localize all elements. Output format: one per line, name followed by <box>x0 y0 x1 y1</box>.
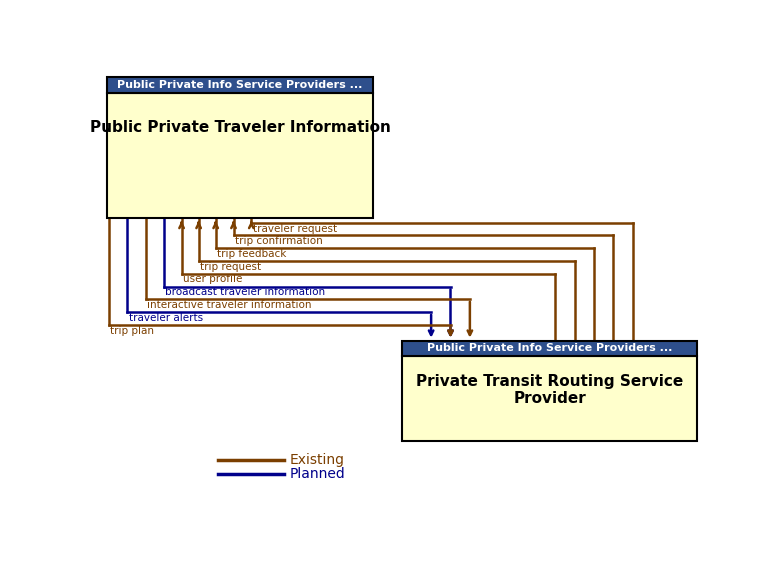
Text: Private Transit Routing Service
Provider: Private Transit Routing Service Provider <box>416 374 684 406</box>
Text: Public Private Info Service Providers ...: Public Private Info Service Providers ..… <box>427 343 673 353</box>
Text: Planned: Planned <box>290 467 346 481</box>
Text: trip feedback: trip feedback <box>217 249 287 259</box>
Text: Existing: Existing <box>290 453 345 467</box>
Text: trip plan: trip plan <box>110 326 154 336</box>
Text: Public Private Traveler Information: Public Private Traveler Information <box>89 120 391 135</box>
Text: broadcast traveler information: broadcast traveler information <box>165 287 326 298</box>
Text: traveler request: traveler request <box>253 224 337 234</box>
Text: trip confirmation: trip confirmation <box>235 236 323 246</box>
Bar <box>107 77 373 93</box>
Text: user profile: user profile <box>183 274 243 284</box>
Text: Public Private Info Service Providers ...: Public Private Info Service Providers ..… <box>117 80 363 90</box>
Bar <box>107 93 373 218</box>
Bar <box>402 356 697 441</box>
Text: interactive traveler information: interactive traveler information <box>147 300 312 310</box>
Text: traveler alerts: traveler alerts <box>129 313 203 323</box>
Text: trip request: trip request <box>200 262 262 272</box>
Bar <box>402 340 697 356</box>
